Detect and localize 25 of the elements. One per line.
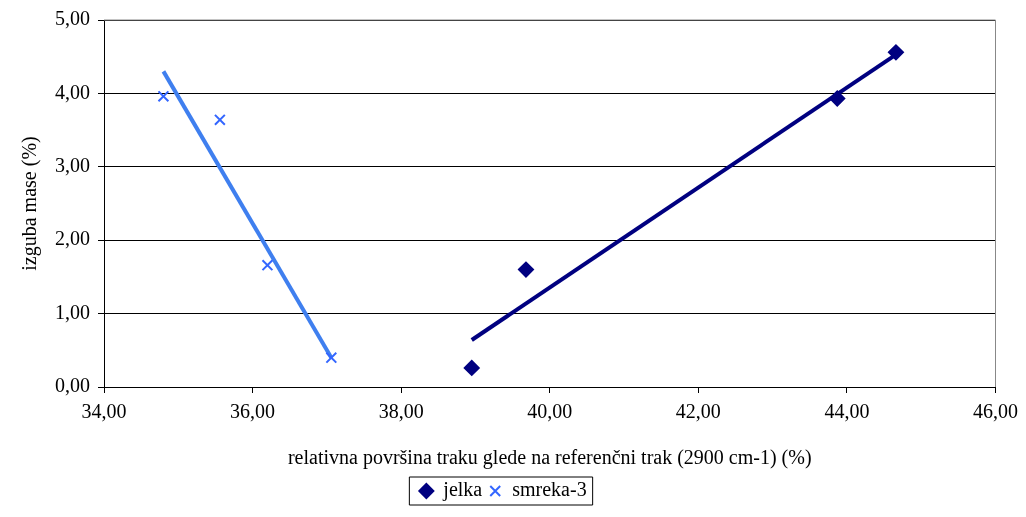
x-tick-label: 36,00	[230, 400, 276, 423]
point	[887, 44, 904, 61]
y-axis-title: izguba mase (%)	[18, 136, 42, 271]
y-tick-label: 4,00	[55, 80, 90, 103]
x-tick-label: 38,00	[378, 400, 424, 423]
point	[325, 351, 338, 364]
y-tick-label: 5,00	[55, 7, 90, 30]
x-tick-label: 40,00	[527, 400, 573, 423]
x-tick-label: 44,00	[824, 400, 870, 423]
legend-label: smreka-3	[512, 478, 587, 501]
x-tick-label: 42,00	[675, 400, 721, 423]
point	[261, 259, 274, 272]
x-tick-label: 34,00	[81, 400, 127, 423]
point	[213, 113, 226, 126]
y-tick-label: 3,00	[55, 154, 90, 177]
x-axis-title: relativna površina traku glede na referenčni trak (2900 cm-1) (%)	[287, 446, 812, 470]
point	[517, 261, 534, 278]
x-tick-label: 46,00	[973, 400, 1018, 423]
legend-label: jelka	[442, 478, 483, 502]
point	[463, 359, 480, 376]
y-tick-label: 1,00	[55, 300, 90, 323]
point	[829, 90, 846, 107]
point	[157, 90, 170, 103]
y-tick-label: 0,00	[55, 374, 90, 397]
y-tick-label: 2,00	[55, 227, 90, 250]
